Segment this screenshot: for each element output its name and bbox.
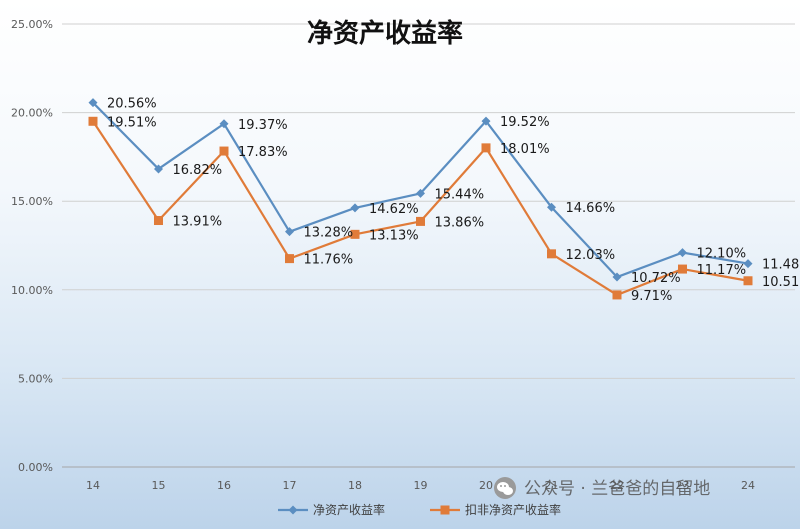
wechat-icon [494, 477, 516, 499]
data-point-marker [219, 119, 229, 129]
series-group [88, 98, 753, 300]
x-tick-label: 20 [479, 479, 493, 492]
data-point-marker [285, 227, 294, 237]
data-point-marker [154, 216, 163, 226]
data-label: 13.86% [435, 215, 485, 230]
data-label: 13.91% [173, 215, 223, 230]
data-point-marker [743, 259, 753, 269]
data-point-marker [88, 116, 98, 126]
watermark: 公众号 · 兰爸爸的自留地 [494, 477, 710, 499]
x-axis-ticks: 14 15 16 17 18 19 20 21 22 23 24 [86, 479, 755, 492]
chart-title: 净资产收益率 [307, 18, 463, 49]
watermark-text: 公众号 · 兰爸爸的自留地 [524, 479, 710, 499]
data-point-marker [481, 143, 491, 153]
x-tick-label: 23 [676, 479, 690, 492]
x-tick-label: 21 [545, 479, 559, 492]
data-label: 19.52% [500, 115, 550, 130]
data-point-marker [350, 203, 360, 213]
data-point-marker [416, 216, 425, 226]
y-tick-label: 10.00% [11, 284, 53, 297]
x-tick-label: 15 [152, 479, 166, 492]
x-tick-label: 19 [414, 479, 428, 492]
data-label: 20.56% [107, 97, 157, 112]
data-label: 19.51% [107, 115, 157, 130]
grid-lines [62, 23, 795, 468]
data-point-marker [219, 146, 229, 156]
y-tick-label: 0.00% [18, 461, 53, 474]
data-point-marker [743, 276, 753, 286]
data-label: 9.71% [631, 289, 672, 304]
data-label: 13.28% [304, 226, 354, 241]
y-tick-label: 15.00% [11, 195, 53, 208]
data-point-marker [285, 254, 294, 264]
data-label: 19.37% [238, 118, 288, 133]
data-point-marker [154, 164, 163, 174]
data-label: 17.83% [238, 145, 288, 160]
x-tick-label: 17 [283, 479, 297, 492]
data-point-marker [350, 229, 360, 239]
data-label: 15.44% [435, 187, 485, 202]
data-point-marker [612, 272, 622, 282]
data-label: 10.51% [762, 275, 800, 290]
y-tick-label: 25.00% [11, 18, 53, 31]
data-label: 11.76% [304, 253, 354, 268]
x-tick-label: 18 [348, 479, 362, 492]
data-label: 13.13% [369, 228, 419, 243]
y-tick-label: 5.00% [18, 372, 53, 385]
data-labels: 20.56% 16.82% 19.37% 13.28% 14.62% 15.44% 19.5… [107, 97, 800, 304]
y-tick-label: 20.00% [11, 107, 53, 120]
data-point-marker [416, 188, 425, 198]
data-point-marker [547, 249, 556, 259]
data-label: 12.03% [566, 248, 616, 263]
x-tick-label: 24 [741, 479, 755, 492]
legend-label: 扣非净资产收益率 [465, 502, 561, 517]
data-label: 16.82% [173, 163, 223, 178]
data-label: 18.01% [500, 142, 550, 157]
data-point-marker [88, 98, 98, 108]
data-label: 14.66% [566, 201, 616, 216]
x-tick-label: 22 [610, 479, 624, 492]
x-tick-label: 14 [86, 479, 100, 492]
data-label: 14.62% [369, 202, 419, 217]
data-point-marker [612, 290, 622, 300]
x-tick-label: 16 [217, 479, 231, 492]
data-point-marker [678, 248, 687, 258]
legend: 净资产收益率 扣非净资产收益率 [278, 502, 561, 517]
data-label: 12.10% [697, 247, 747, 262]
data-label: 11.17% [697, 263, 747, 278]
legend-marker [288, 505, 298, 515]
legend-label: 净资产收益率 [313, 502, 385, 517]
y-axis-ticks: 0.00% 5.00% 10.00% 15.00% 20.00% 25.00% [11, 18, 53, 474]
data-point-marker [547, 202, 556, 212]
data-label: 11.48% [762, 258, 800, 273]
data-point-marker [481, 116, 491, 126]
data-point-marker [678, 264, 687, 274]
data-label: 10.72% [631, 271, 681, 286]
legend-marker [440, 505, 450, 515]
